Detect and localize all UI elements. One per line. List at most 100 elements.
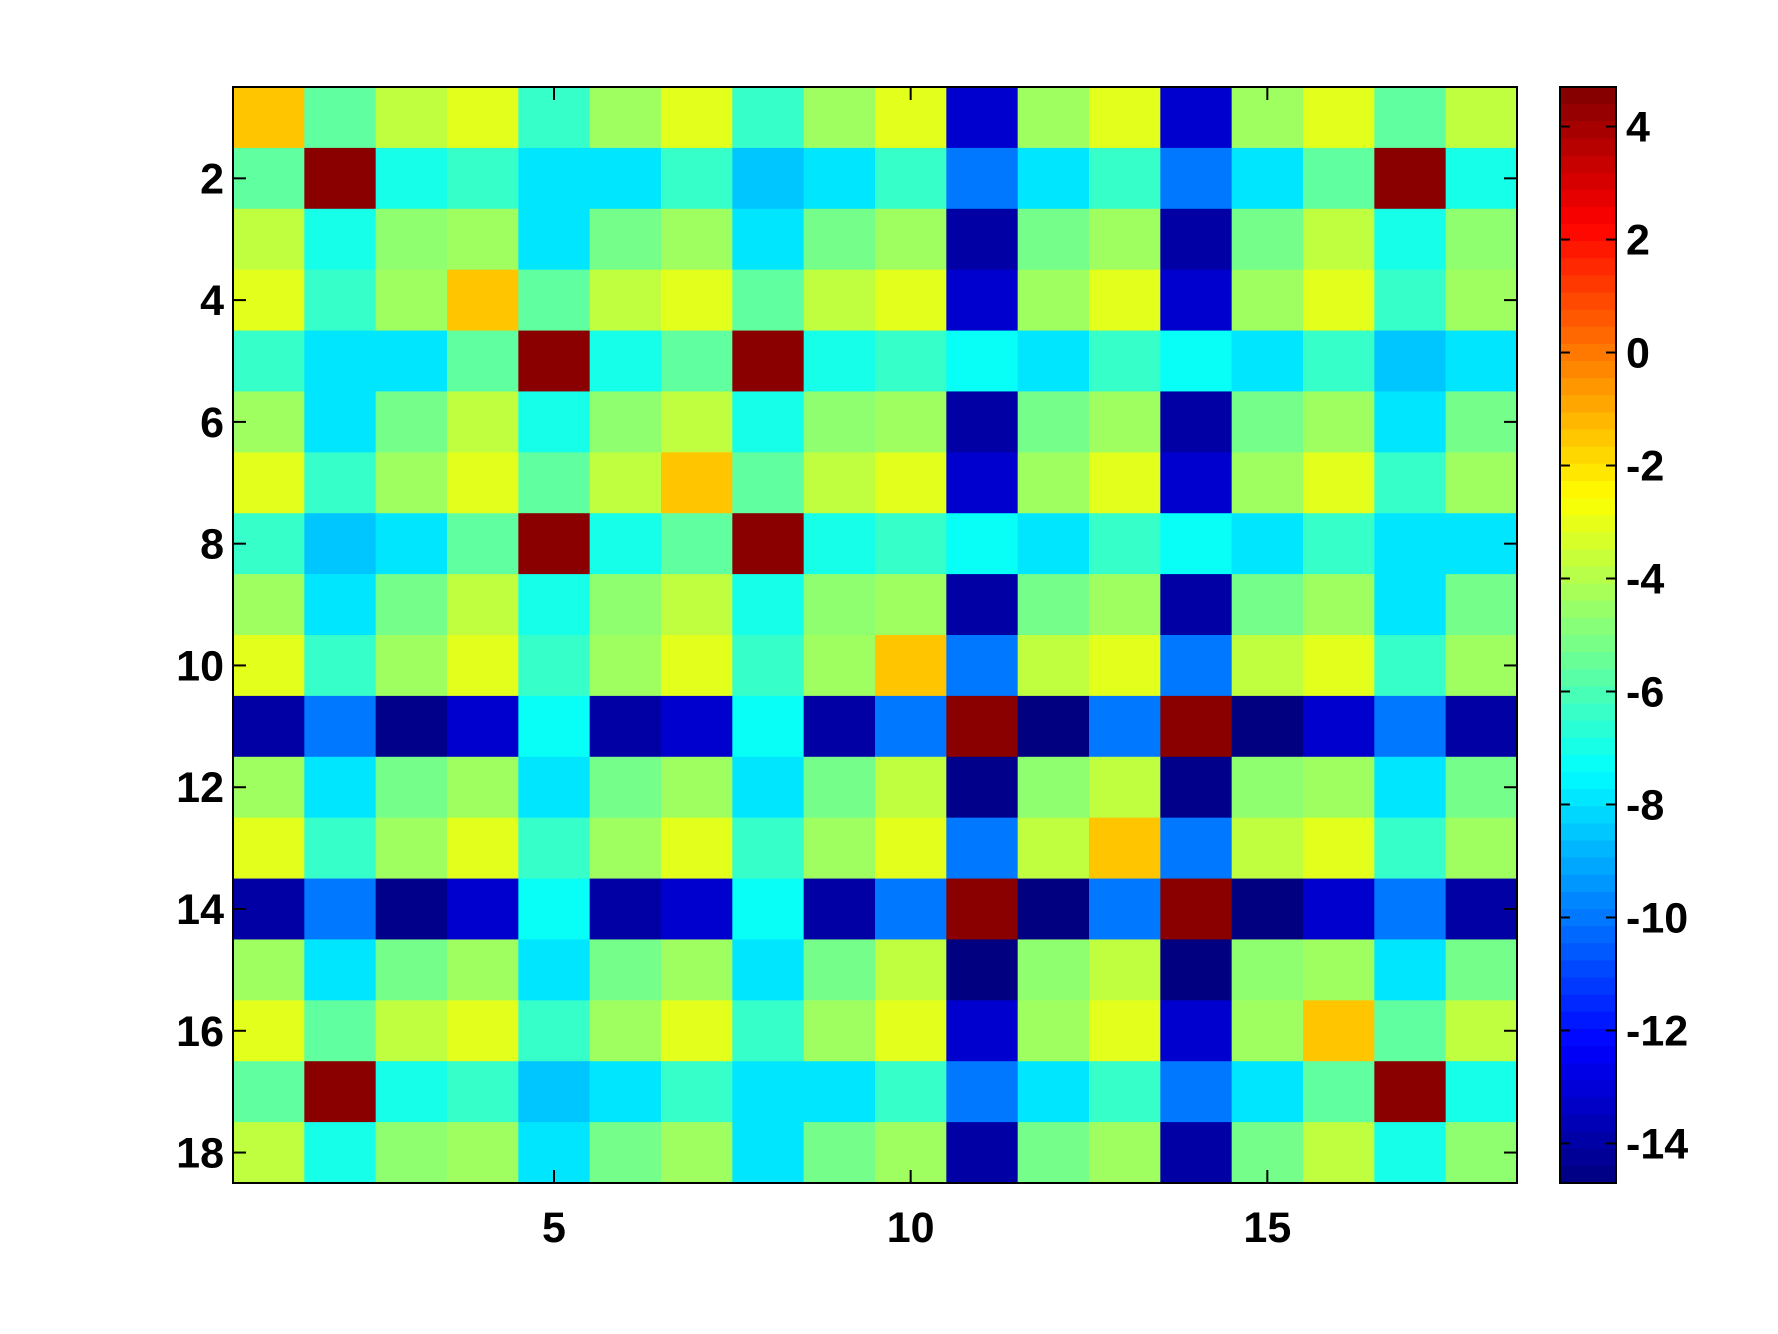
colorbar-tick-label: 4 — [1626, 104, 1650, 152]
heatmap-cell — [304, 513, 377, 575]
colorbar-segment — [1560, 412, 1616, 431]
heatmap-cell — [732, 1000, 805, 1062]
heatmap-cell — [447, 635, 519, 697]
heatmap-cell — [1017, 695, 1090, 758]
heatmap-cell — [1160, 1061, 1233, 1123]
heatmap-cell — [732, 878, 805, 941]
heatmap-cell — [1445, 452, 1518, 514]
heatmap-cell — [589, 147, 662, 210]
heatmap-cell — [875, 269, 947, 332]
heatmap-cell — [732, 1061, 805, 1123]
heatmap-cell — [1374, 330, 1447, 393]
colorbar-segment — [1560, 891, 1616, 910]
heatmap-cell — [1160, 1000, 1233, 1062]
heatmap-cell — [1445, 87, 1518, 149]
heatmap-cell — [1160, 147, 1233, 210]
heatmap-cell — [732, 1122, 805, 1184]
heatmap-cell — [1231, 1000, 1304, 1062]
heatmap-cell — [1231, 147, 1304, 210]
colorbar-segment — [1560, 720, 1616, 739]
heatmap-cell — [447, 1122, 519, 1184]
heatmap-cell — [447, 208, 519, 271]
heatmap-cell — [1089, 756, 1161, 819]
heatmap-cell — [1231, 878, 1304, 941]
heatmap-cell — [1017, 1122, 1090, 1184]
heatmap-cell — [589, 635, 662, 697]
heatmap-cell — [589, 1000, 662, 1062]
heatmap-cell — [589, 452, 662, 514]
heatmap-cell — [875, 513, 947, 575]
heatmap-cell — [1089, 208, 1161, 271]
heatmap-cell — [447, 147, 519, 210]
colorbar-segment — [1560, 463, 1616, 482]
heatmap-cell — [732, 208, 805, 271]
colorbar-segment — [1560, 309, 1616, 328]
colorbar-segment — [1560, 429, 1616, 448]
colorbar-segment — [1560, 857, 1616, 876]
heatmap-cell — [1445, 574, 1518, 636]
colorbar-segment — [1560, 652, 1616, 670]
heatmap-cell — [447, 452, 519, 514]
heatmap-cell — [447, 269, 519, 332]
heatmap-cell — [732, 87, 805, 149]
colorbar-segment — [1560, 737, 1616, 756]
heatmap-cell — [1160, 269, 1233, 332]
colorbar-segment — [1560, 960, 1616, 979]
heatmap-cell — [1445, 817, 1518, 880]
heatmap-cell — [1231, 574, 1304, 636]
colorbar-segment — [1560, 241, 1616, 259]
heatmap-cell — [518, 330, 591, 393]
colorbar-segment — [1560, 104, 1616, 122]
heatmap-cell — [518, 269, 591, 332]
colorbar-segment — [1560, 926, 1616, 944]
heatmap-cell — [375, 695, 448, 758]
heatmap-cell — [304, 574, 377, 636]
plot-area-frame — [232, 86, 1518, 1184]
colorbar-tick-label: 0 — [1626, 330, 1650, 378]
colorbar-segment — [1560, 446, 1616, 465]
heatmap-cell — [1445, 208, 1518, 271]
heatmap-cell — [1017, 208, 1090, 271]
heatmap-cell — [1160, 208, 1233, 271]
heatmap-cell — [1374, 574, 1447, 636]
heatmap-cell — [1374, 208, 1447, 271]
heatmap-cell — [661, 452, 733, 514]
colorbar-segment — [1560, 1148, 1616, 1167]
heatmap-cell — [1231, 756, 1304, 819]
heatmap-cell — [803, 269, 876, 332]
heatmap-cell — [375, 574, 448, 636]
heatmap-cell — [589, 1061, 662, 1123]
heatmap-cell — [1089, 513, 1161, 575]
colorbar-tick-label: -2 — [1626, 443, 1664, 491]
colorbar-segment — [1560, 1097, 1616, 1116]
colorbar-tick-label: -8 — [1626, 781, 1664, 829]
heatmap-cell — [1089, 1122, 1161, 1184]
heatmap-cell — [447, 513, 519, 575]
heatmap-cell — [661, 330, 733, 393]
heatmap-cell — [589, 269, 662, 332]
heatmap-cell — [875, 1061, 947, 1123]
heatmap-cell — [1303, 635, 1375, 697]
heatmap-cell — [946, 939, 1019, 1001]
heatmap-cell — [1160, 939, 1233, 1001]
heatmap-cell — [304, 208, 377, 271]
heatmap-cell — [518, 635, 591, 697]
heatmap-cell — [803, 1061, 876, 1123]
heatmap-cell — [375, 147, 448, 210]
heatmap-cell — [1303, 330, 1375, 393]
heatmap-cell — [1160, 452, 1233, 514]
heatmap-cell — [946, 269, 1019, 332]
heatmap-cell — [518, 147, 591, 210]
colorbar-segment — [1560, 258, 1616, 276]
heatmap-cell — [1231, 635, 1304, 697]
heatmap-cell — [875, 635, 947, 697]
heatmap-cell — [304, 147, 377, 210]
colorbar-segment — [1560, 172, 1616, 191]
y-tick-label: 6 — [200, 399, 224, 447]
heatmap-cell — [946, 87, 1019, 149]
heatmap-cell — [589, 939, 662, 1001]
heatmap-cell — [1231, 695, 1304, 758]
heatmap-cell — [375, 330, 448, 393]
heatmap-cell — [946, 1000, 1019, 1062]
heatmap-cell — [1160, 87, 1233, 149]
